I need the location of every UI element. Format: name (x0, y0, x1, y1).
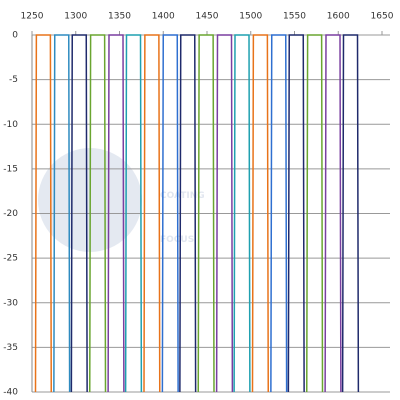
series-line (197, 34, 215, 393)
series-line (179, 34, 197, 393)
series-line (233, 34, 251, 393)
x-tick-label: 1450 (196, 12, 219, 22)
series-line (251, 34, 269, 393)
y-tick-label: -10 (3, 120, 18, 130)
series-line (270, 34, 288, 393)
y-tick-label: -25 (3, 254, 18, 264)
x-tick-label: 1550 (283, 12, 306, 22)
series-line (306, 34, 324, 393)
y-tick-label: -40 (3, 388, 18, 398)
y-tick-label: -5 (9, 75, 18, 85)
series-line (107, 34, 125, 393)
series-line (124, 34, 143, 393)
y-tick-label: -15 (3, 164, 18, 174)
series-line (324, 34, 342, 393)
x-tick-label: 1650 (371, 12, 394, 22)
x-tick-label: 1400 (152, 12, 175, 22)
y-tick-label: -35 (3, 343, 18, 353)
series-line (53, 34, 71, 393)
x-tick-label: 1350 (108, 12, 131, 22)
series-line (161, 34, 179, 393)
y-tick-label: -20 (3, 209, 18, 219)
series-line (34, 34, 52, 393)
x-tick-label: 1500 (239, 12, 262, 22)
series-line (143, 34, 161, 393)
series-line (341, 34, 360, 393)
y-tick-label: 0 (12, 31, 18, 41)
x-tick-label: 1250 (21, 12, 44, 22)
series-line (215, 34, 234, 393)
series-line (89, 34, 107, 393)
series-line (287, 34, 305, 393)
x-tick-label: 1600 (327, 12, 350, 22)
y-tick-label: -30 (3, 298, 18, 308)
watermark-text: COATING (160, 191, 205, 201)
x-tick-label: 1300 (64, 12, 87, 22)
series-line (70, 34, 88, 393)
